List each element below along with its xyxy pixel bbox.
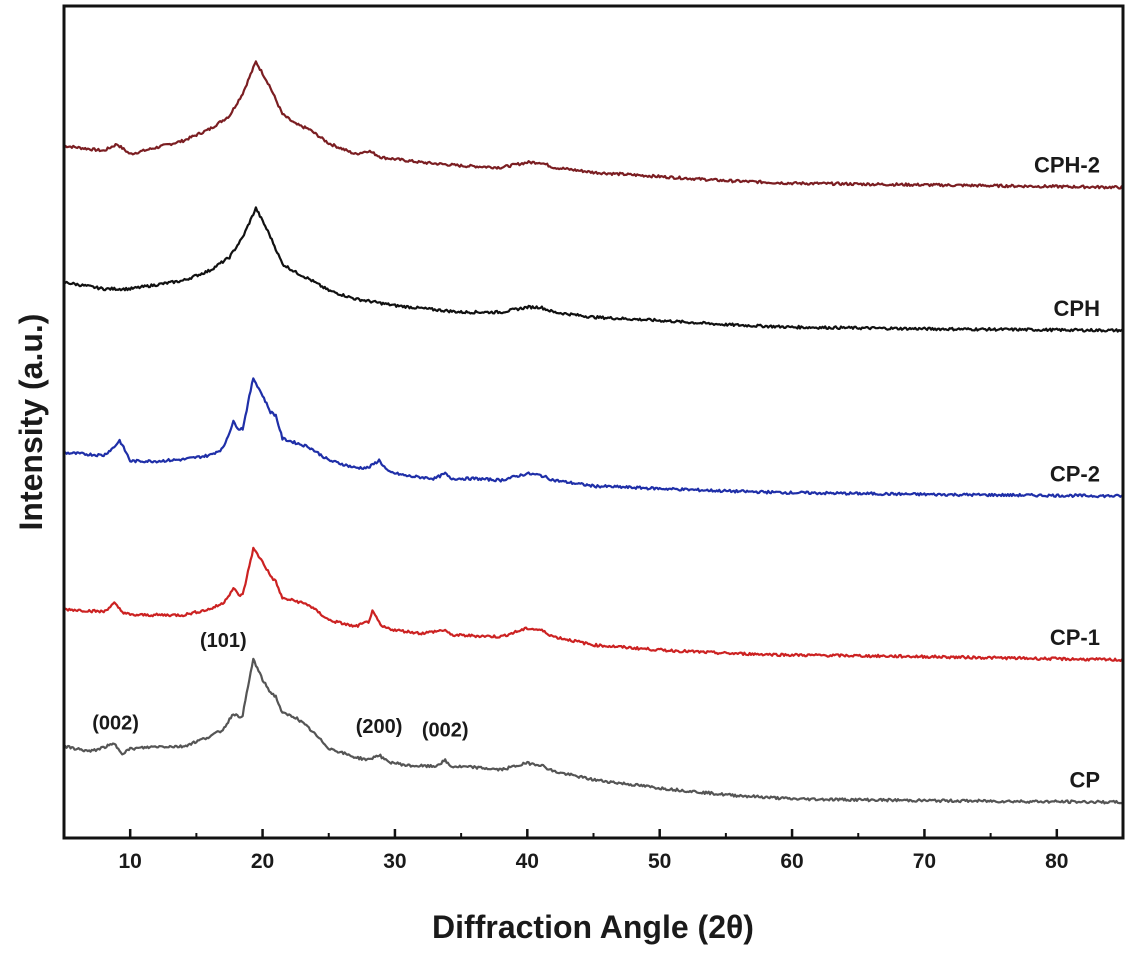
peak-annotation: (101) bbox=[200, 630, 247, 652]
series-label-cph: CPH bbox=[1054, 296, 1100, 321]
x-tick-label: 80 bbox=[1045, 850, 1068, 873]
x-tick-label: 70 bbox=[913, 850, 936, 873]
series-line-cph-2 bbox=[64, 60, 1124, 190]
series-label-cp: CP bbox=[1069, 768, 1100, 793]
x-tick-label: 10 bbox=[119, 850, 142, 873]
x-tick-label: 30 bbox=[383, 850, 406, 873]
peak-annotations: (002) (101) (200) (002) bbox=[92, 630, 468, 742]
x-tick-label: 60 bbox=[780, 850, 803, 873]
x-tick-label: 40 bbox=[516, 850, 539, 873]
series-line-cp-1 bbox=[63, 546, 1124, 663]
peak-annotation: (002) bbox=[422, 720, 469, 742]
series-labels: CPH-2 CPH CP-2 CP-1 CP bbox=[1034, 153, 1100, 793]
x-axis-title: Diffraction Angle (2θ) bbox=[432, 909, 754, 945]
series-label-cph-2: CPH-2 bbox=[1034, 153, 1100, 178]
x-tick-label: 20 bbox=[251, 850, 274, 873]
series-label-cp-1: CP-1 bbox=[1050, 625, 1100, 650]
x-tick-label: 50 bbox=[648, 850, 671, 873]
series-line-cp bbox=[63, 657, 1124, 805]
series-layer bbox=[63, 60, 1124, 805]
peak-annotation: (002) bbox=[92, 713, 139, 735]
peak-annotation: (200) bbox=[356, 716, 403, 738]
y-axis-title: Intensity (a.u.) bbox=[13, 314, 49, 531]
series-line-cp-2 bbox=[63, 377, 1124, 499]
series-line-cph bbox=[63, 206, 1124, 333]
series-label-cp-2: CP-2 bbox=[1050, 462, 1100, 487]
x-axis-ticks: 10 20 30 40 50 60 70 80 bbox=[63, 829, 1124, 873]
